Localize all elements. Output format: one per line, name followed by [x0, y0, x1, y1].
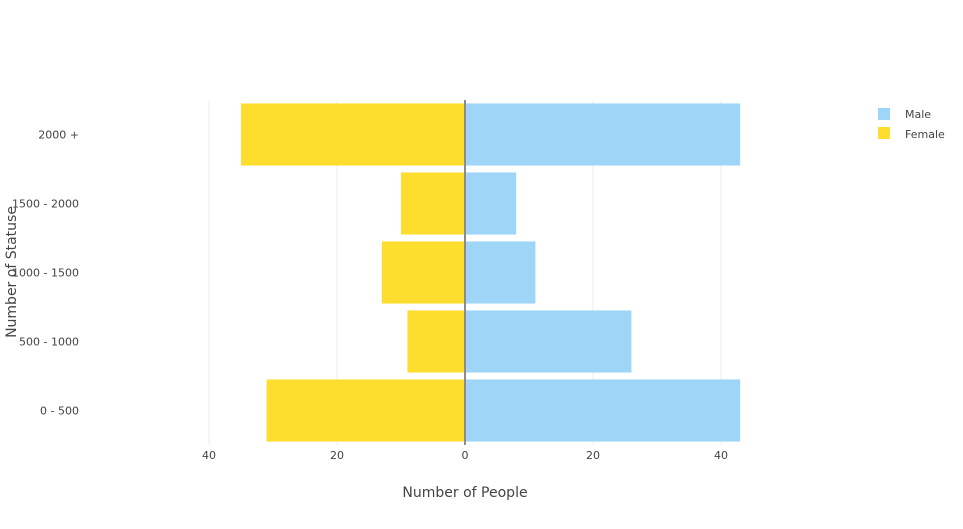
y-tick-label: 0 - 500 [40, 405, 79, 418]
x-axis-ticks: 40 20 0 20 40 [202, 449, 728, 462]
bar-female-2000[interactable] [241, 103, 465, 166]
legend-label-male: Male [905, 108, 931, 121]
bars-layer [241, 103, 741, 442]
bar-male-500-1000[interactable] [465, 310, 632, 373]
legend-item-female[interactable]: Female [878, 127, 945, 141]
legend-swatch-male [878, 108, 890, 120]
y-tick-label: 500 - 1000 [19, 336, 79, 349]
y-axis-ticks: 0 - 500 500 - 1000 1000 - 1500 1500 - 2000 2… [12, 129, 79, 418]
legend-item-male[interactable]: Male [878, 108, 931, 121]
bar-female-1000-1500[interactable] [381, 241, 465, 304]
x-tick-label: 0 [462, 449, 469, 462]
bar-female-0-500[interactable] [266, 379, 465, 442]
bar-male-1500-2000[interactable] [465, 172, 517, 235]
x-axis-title: Number of People [402, 485, 527, 501]
bar-male-0-500[interactable] [465, 379, 741, 442]
bar-female-1500-2000[interactable] [401, 172, 465, 235]
legend-label-female: Female [905, 128, 945, 141]
y-tick-label: 1500 - 2000 [12, 198, 79, 211]
x-tick-label: 40 [714, 449, 728, 462]
y-axis-title: Number of Statuse [4, 206, 20, 338]
x-tick-label: 20 [586, 449, 600, 462]
x-tick-label: 40 [202, 449, 216, 462]
y-tick-label: 1000 - 1500 [12, 267, 79, 280]
x-tick-label: 20 [330, 449, 344, 462]
y-tick-label: 2000 + [38, 129, 79, 142]
bar-male-1000-1500[interactable] [465, 241, 536, 304]
bar-male-2000[interactable] [465, 103, 741, 166]
legend-swatch-female [878, 127, 890, 139]
bar-female-500-1000[interactable] [407, 310, 465, 373]
legend[interactable]: Male Female [878, 108, 945, 141]
